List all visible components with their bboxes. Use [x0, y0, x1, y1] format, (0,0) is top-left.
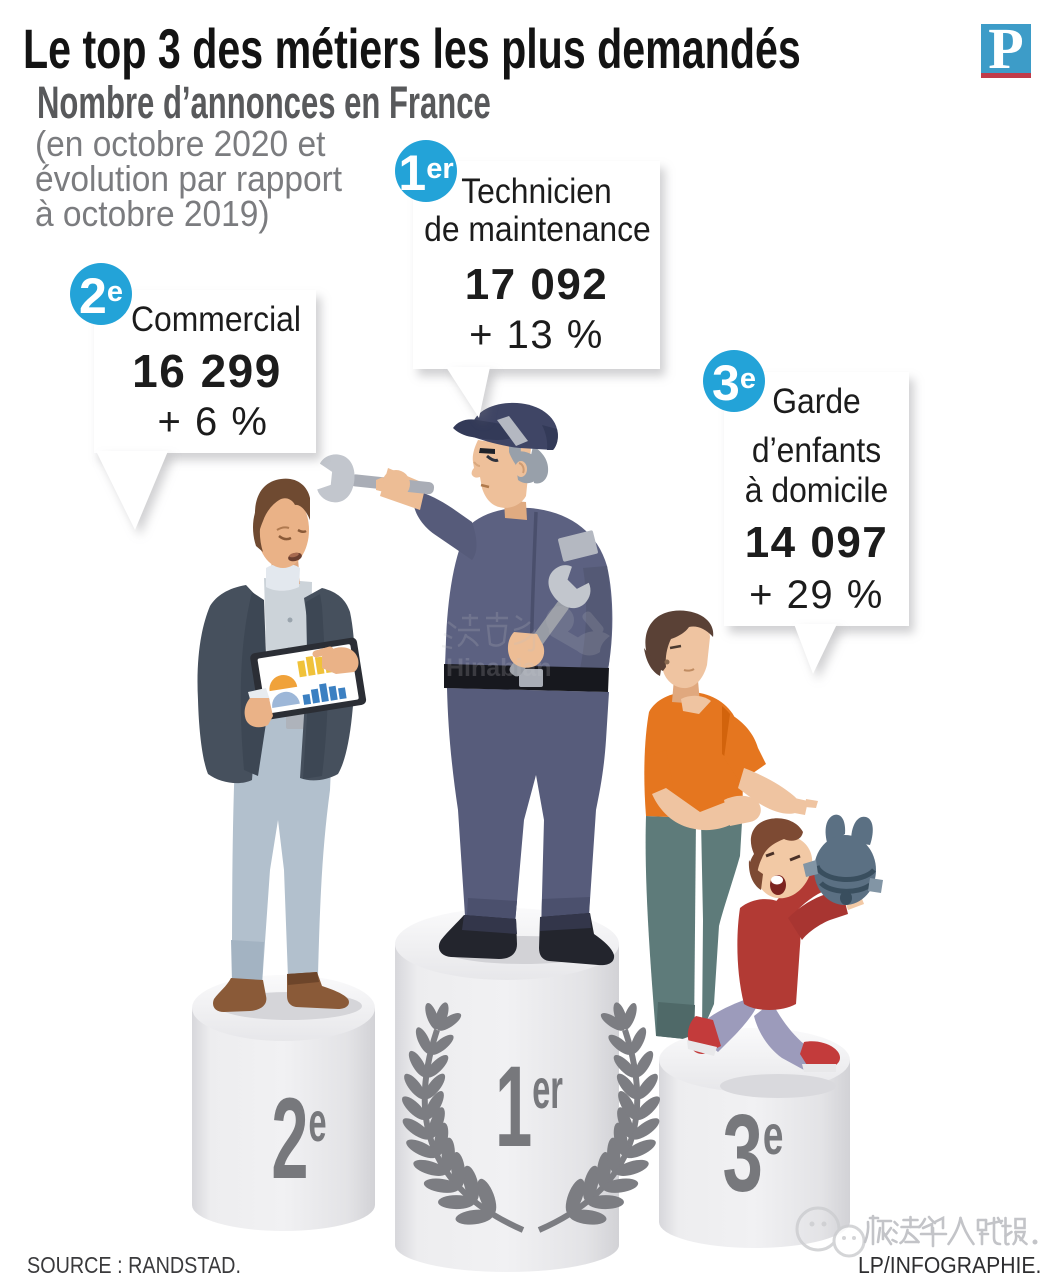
svg-text:Hinabian: Hinabian [446, 654, 552, 682]
